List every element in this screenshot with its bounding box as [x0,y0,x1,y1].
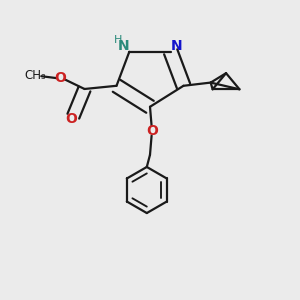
Text: CH₃: CH₃ [25,69,46,82]
Text: N: N [171,39,182,53]
Text: O: O [65,112,77,126]
Text: N: N [118,39,129,53]
Text: O: O [146,124,158,138]
Text: H: H [114,34,122,45]
Text: O: O [55,71,66,85]
